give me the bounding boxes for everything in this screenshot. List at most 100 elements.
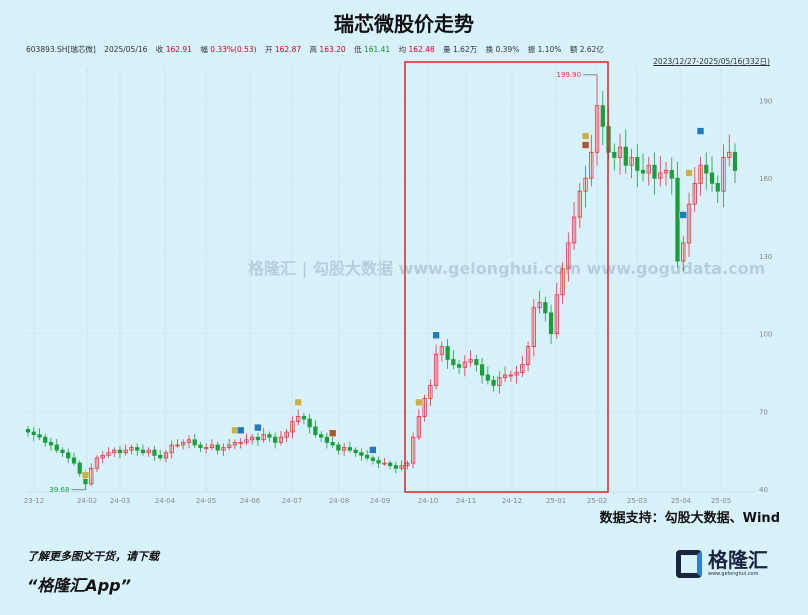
candle-body [307, 418, 312, 428]
turnover-label: 换 [485, 45, 494, 54]
candle-body [123, 449, 128, 454]
candle-body [433, 353, 439, 386]
candle-body [198, 444, 203, 448]
y-tick-label: 190 [759, 98, 772, 106]
close-value: 162.91 [165, 45, 192, 54]
candle-body [175, 444, 180, 447]
candle-body [387, 462, 393, 467]
page-title: 瑞芯微股价走势 [334, 12, 474, 36]
candle-body [71, 457, 77, 464]
candle-body [612, 151, 617, 158]
x-tick-label: 25-03 [627, 497, 647, 505]
candle-body [66, 452, 71, 459]
candle-body [54, 444, 59, 451]
avg-value: 162.48 [408, 45, 435, 54]
high-label: 高 [309, 45, 318, 54]
date-range-selector[interactable]: 2023/12/27-2025/05/16(332日) [653, 57, 770, 66]
close-label: 收 [155, 45, 164, 54]
low-label: 低 [354, 45, 362, 54]
min-price-label: 39.68 [49, 486, 69, 494]
x-tick-label: 24-10 [418, 497, 438, 505]
candle-body [376, 460, 381, 464]
candle-body [169, 444, 174, 454]
open-label: 开 [265, 45, 273, 54]
candle-body [313, 426, 318, 436]
x-tick-label: 24-08 [329, 497, 349, 505]
candle-body [192, 439, 197, 446]
candle-body [43, 436, 48, 443]
open-value: 162.87 [274, 45, 302, 54]
stock-code: 603893.SH[瑞芯微] [26, 45, 96, 54]
candle-body [715, 182, 720, 192]
candle-body [393, 465, 398, 469]
x-tick-label: 24-07 [282, 497, 302, 505]
candle-body [370, 457, 376, 461]
x-tick-label: 25-05 [711, 497, 731, 505]
candle-body [560, 268, 565, 296]
candle-body [658, 172, 663, 179]
promo-app-name: “格隆汇App” [27, 576, 131, 595]
candle-body [514, 372, 519, 376]
candle-body [525, 346, 531, 366]
signal-marker [236, 426, 245, 435]
candle-body [209, 444, 215, 448]
logo-mark-icon [676, 550, 702, 578]
high-value: 163.20 [319, 45, 346, 54]
logo-name: 格隆汇 [708, 548, 768, 572]
candle-body [301, 416, 307, 420]
candle-body [537, 302, 542, 309]
candle-body [600, 105, 605, 127]
candle-body [531, 307, 536, 347]
x-tick-label: 24-12 [502, 497, 522, 505]
candle-body [204, 447, 209, 449]
candle-body [77, 462, 82, 474]
candle-body [94, 457, 100, 469]
candle-body [566, 242, 571, 270]
candle-body [663, 170, 669, 174]
candle-body [359, 452, 364, 456]
candle-body [491, 379, 496, 386]
change-label: 幅 [200, 45, 208, 54]
change-value: 0.33%(0.53) [210, 45, 257, 54]
signal-marker [432, 331, 440, 340]
candle-body [278, 436, 284, 443]
quote-info-bar: 603893.SH[瑞芯微] 2025/05/16 收 162.91 幅 0.3… [26, 44, 610, 55]
max-price-label: 199.90 [557, 71, 582, 79]
candle-body [221, 447, 226, 451]
signal-marker [685, 169, 693, 177]
candle-body [296, 416, 301, 423]
x-tick-label: 24-04 [155, 497, 176, 505]
y-tick-label: 100 [759, 331, 772, 339]
candle-body [290, 421, 295, 433]
candle-body [422, 397, 427, 417]
candle-body [342, 447, 347, 451]
x-tick-label: 25-02 [587, 497, 607, 505]
turnover-value: 0.39% [495, 45, 520, 54]
candle-body [365, 454, 370, 459]
candle-body [399, 465, 404, 469]
y-tick-label: 160 [759, 175, 772, 183]
candle-body [135, 447, 140, 451]
candle-body [232, 441, 238, 446]
x-tick-label: 24-09 [370, 497, 390, 505]
candle-body [261, 434, 266, 441]
candle-body [181, 441, 186, 446]
candle-body [721, 157, 726, 192]
candle-body [520, 364, 525, 373]
low-value: 161.41 [363, 45, 391, 54]
candle-body [474, 359, 479, 366]
candle-body [89, 467, 94, 485]
signal-marker [294, 398, 302, 407]
candle-body [244, 439, 249, 443]
candle-body [60, 449, 65, 454]
candle-body [439, 346, 444, 355]
candle-body [554, 294, 559, 334]
candle-body [629, 157, 634, 166]
signal-marker [581, 141, 590, 149]
candle-body [284, 431, 289, 438]
x-tick-label: 24-03 [110, 497, 130, 505]
candle-body [456, 364, 462, 368]
amp-value: 1.10% [537, 45, 562, 54]
vol-value: 1.62万 [453, 45, 478, 54]
signal-marker [581, 132, 590, 140]
